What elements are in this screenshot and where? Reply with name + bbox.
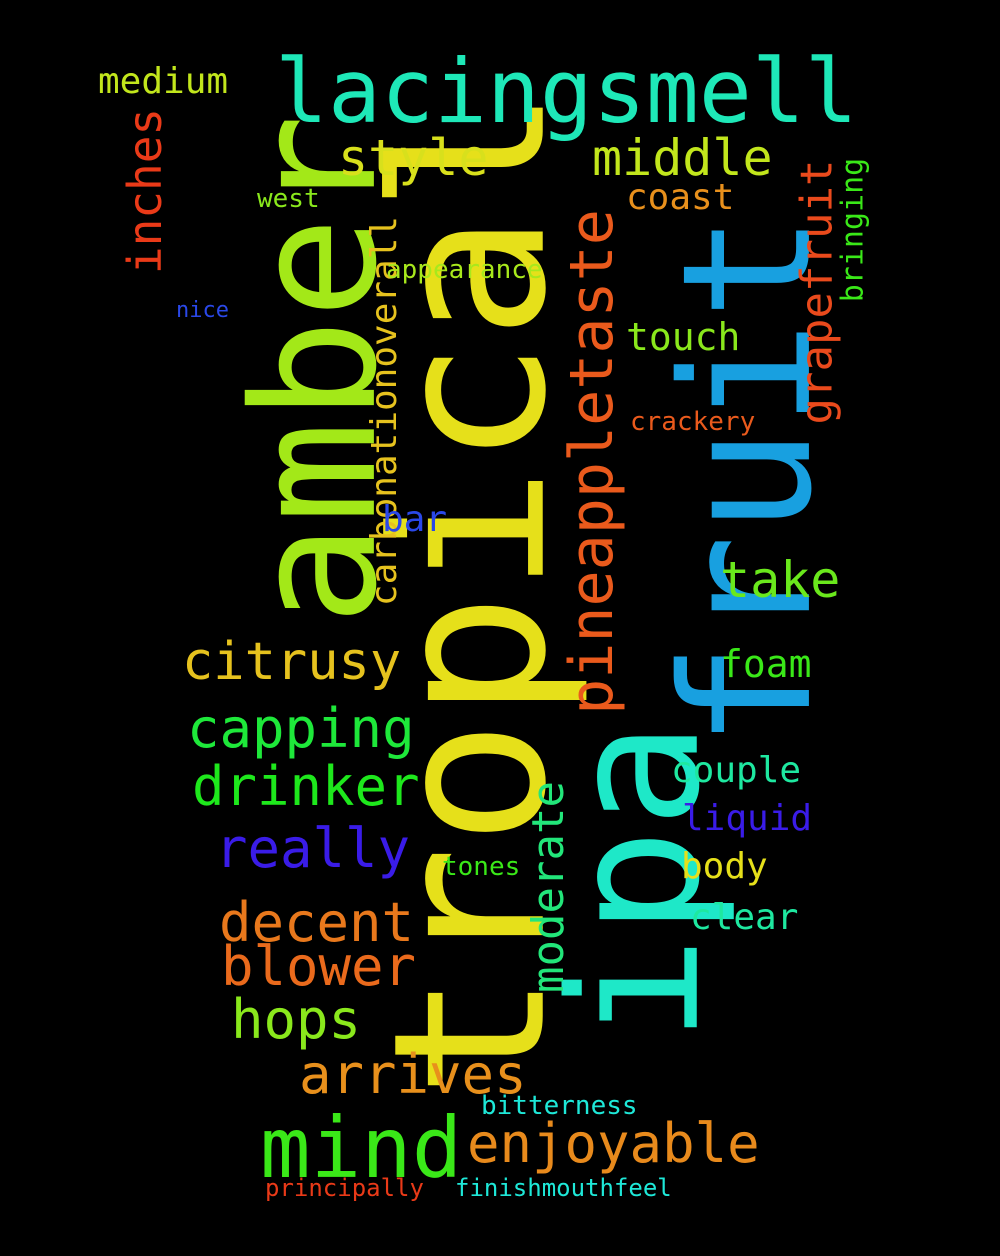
word-enjoyable: enjoyable xyxy=(467,1112,760,1175)
word-decent: decent xyxy=(219,891,415,954)
word-hops: hops xyxy=(231,988,362,1051)
word-couple: couple xyxy=(671,750,802,791)
word-citrusy: citrusy xyxy=(182,632,402,692)
word-blower: blower xyxy=(221,935,417,998)
word-middle: middle xyxy=(592,129,773,187)
word-arrives: arrives xyxy=(299,1043,527,1106)
word-coast: coast xyxy=(626,177,735,218)
word-west: west xyxy=(257,184,320,214)
word-bitterness: bitterness xyxy=(481,1091,638,1121)
word-pineappletaste: pineappletaste xyxy=(556,209,627,715)
word-tones: tones xyxy=(442,852,521,882)
word-appearance: appearance xyxy=(386,255,543,285)
word-inches: inches xyxy=(118,107,173,275)
word-drinker: drinker xyxy=(192,755,420,818)
word-clear: clear xyxy=(690,897,799,938)
word-take: take xyxy=(720,551,841,609)
word-touch: touch xyxy=(626,315,741,359)
word-style: style xyxy=(338,129,489,187)
word-grapefruit: grapefruit xyxy=(791,159,843,425)
word-medium: medium xyxy=(98,61,229,102)
word-crackery: crackery xyxy=(630,407,756,437)
word-principally: principally xyxy=(265,1174,424,1202)
word-capping: capping xyxy=(187,697,415,760)
word-foam: foam xyxy=(720,642,812,686)
word-bringing: bringing xyxy=(835,157,871,303)
word-lacingsmell: lacingsmell xyxy=(275,40,858,143)
word-moderate: moderate xyxy=(522,781,574,993)
word-finishmouthfeel: finishmouthfeel xyxy=(455,1174,672,1202)
word-nice: nice xyxy=(176,298,229,323)
word-mind: mind xyxy=(260,1099,463,1197)
word-really: really xyxy=(215,817,411,880)
word-bar: bar xyxy=(382,499,448,540)
word-liquid: liquid xyxy=(682,798,813,839)
word-body: body xyxy=(681,846,768,887)
